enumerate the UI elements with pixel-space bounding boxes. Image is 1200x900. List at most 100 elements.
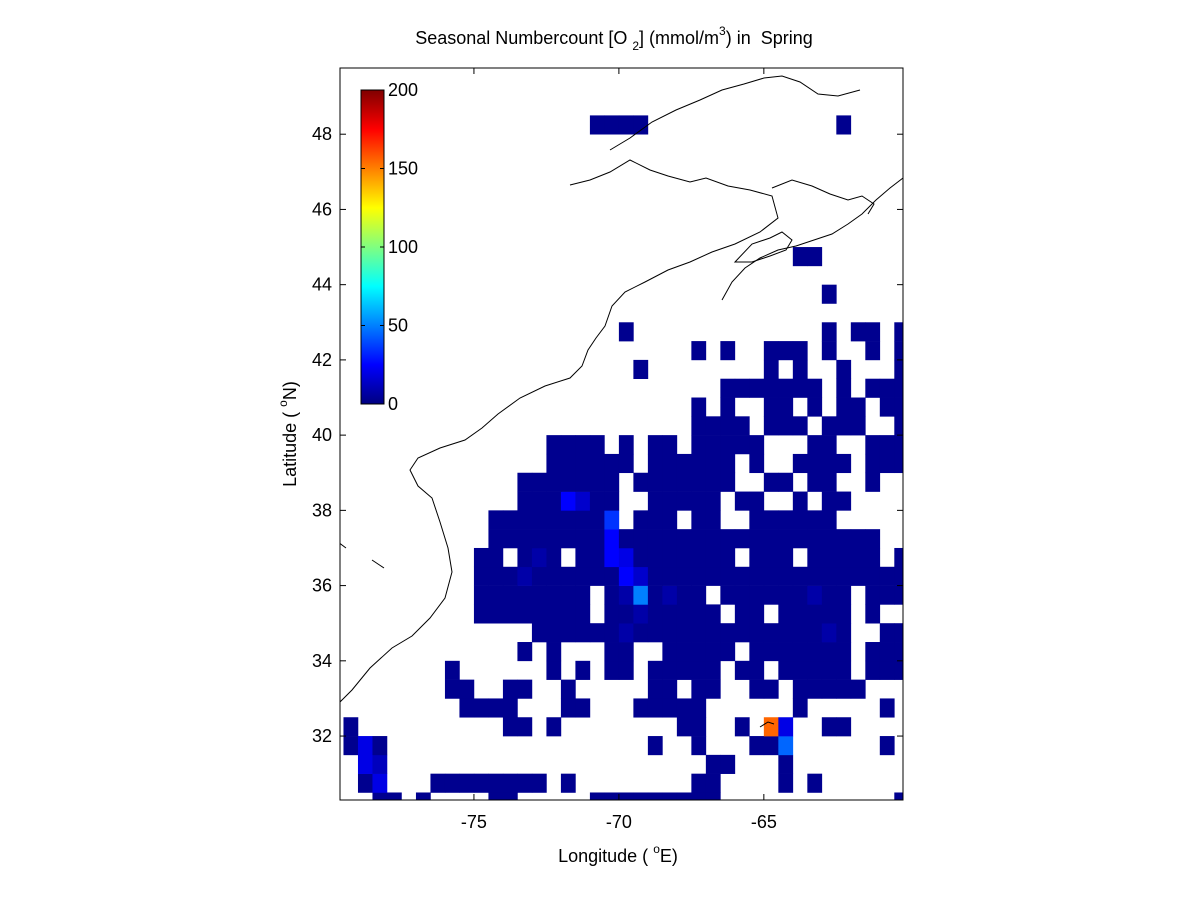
heatmap-cell xyxy=(502,717,518,737)
heatmap-cell xyxy=(749,660,765,680)
heatmap-cell xyxy=(473,698,489,718)
heatmap-cell xyxy=(807,378,823,398)
heatmap-cell xyxy=(705,660,721,680)
y-tick-label: 42 xyxy=(312,350,332,370)
heatmap-cell xyxy=(879,453,895,474)
heatmap-cell xyxy=(502,604,518,624)
heatmap-cell xyxy=(546,510,562,530)
heatmap-cell xyxy=(894,792,903,800)
heatmap-cell xyxy=(473,585,489,605)
heatmap-cell xyxy=(691,736,707,756)
heatmap-cell xyxy=(517,529,533,549)
heatmap-cell xyxy=(575,623,591,643)
heatmap-cell xyxy=(691,717,707,737)
heatmap-cell xyxy=(792,247,808,267)
heatmap-cell xyxy=(589,792,605,800)
heatmap-cell xyxy=(865,472,881,492)
heatmap-cell xyxy=(531,623,547,643)
heatmap-cell xyxy=(662,547,678,568)
heatmap-cell xyxy=(691,510,707,530)
heatmap-cell xyxy=(372,773,388,793)
heatmap-cell xyxy=(807,453,823,474)
heatmap-cell xyxy=(778,397,794,417)
heatmap-cell xyxy=(778,566,794,586)
heatmap-cell xyxy=(531,510,547,530)
heatmap-cell xyxy=(821,604,837,624)
heatmap-cell xyxy=(604,660,620,680)
heatmap-cell xyxy=(444,679,460,699)
heatmap-cell xyxy=(792,491,808,511)
heatmap-cell xyxy=(763,679,779,699)
heatmap-cell xyxy=(720,566,736,586)
heatmap-cell xyxy=(473,547,489,568)
heatmap-cell xyxy=(865,529,881,549)
heatmap-cell xyxy=(691,341,707,361)
heatmap-cell xyxy=(821,529,837,549)
heatmap-cell xyxy=(618,453,634,474)
heatmap-cell xyxy=(459,698,475,718)
heatmap-cell xyxy=(821,435,837,455)
heatmap-cell xyxy=(589,435,605,455)
heatmap-cell xyxy=(807,604,823,624)
heatmap-cell xyxy=(850,679,866,699)
heatmap-cell xyxy=(778,341,794,361)
heatmap-cell xyxy=(647,660,663,680)
heatmap-cell xyxy=(662,604,678,624)
heatmap-cell xyxy=(749,547,765,568)
heatmap-cell xyxy=(836,491,852,511)
heatmap-cell xyxy=(546,529,562,549)
heatmap-cell xyxy=(647,529,663,549)
heatmap-cell xyxy=(821,623,837,643)
x-axis-label: Longitude ( oE) xyxy=(558,842,678,866)
heatmap-cell xyxy=(792,529,808,549)
heatmap-cell xyxy=(604,491,620,511)
heatmap-cell xyxy=(691,773,707,793)
heatmap-cell xyxy=(604,623,620,643)
heatmap-cell xyxy=(850,416,866,436)
heatmap-cell xyxy=(720,623,736,643)
heatmap-cell xyxy=(633,792,649,800)
heatmap-cell xyxy=(749,453,765,474)
heatmap-cell xyxy=(821,510,837,530)
heatmap-cell xyxy=(807,472,823,492)
heatmap-cell xyxy=(546,623,562,643)
heatmap-cell xyxy=(589,510,605,530)
heatmap-cell xyxy=(792,453,808,474)
heatmap-cell xyxy=(618,604,634,624)
heatmap-cell xyxy=(618,585,634,605)
heatmap-cell xyxy=(705,623,721,643)
heatmap-cell xyxy=(676,717,692,737)
heatmap-cell xyxy=(633,472,649,492)
title-superscript: 3 xyxy=(719,24,726,38)
heatmap-cell xyxy=(894,623,903,643)
heatmap-cell xyxy=(720,435,736,455)
heatmap-cells xyxy=(343,115,903,800)
heatmap-cell xyxy=(357,754,373,774)
heatmap-cell xyxy=(865,378,881,398)
heatmap-cell xyxy=(575,585,591,605)
heatmap-cell xyxy=(662,529,678,549)
heatmap-cell xyxy=(836,416,852,436)
heatmap-cell xyxy=(502,679,518,699)
heatmap-cell xyxy=(720,529,736,549)
heatmap-cell xyxy=(894,566,903,586)
heatmap-cell xyxy=(778,510,794,530)
heatmap-cell xyxy=(372,736,388,756)
heatmap-cell xyxy=(647,453,663,474)
heatmap-cell xyxy=(531,547,547,568)
heatmap-cell xyxy=(821,642,837,662)
heatmap-cell xyxy=(546,585,562,605)
heatmap-cell xyxy=(604,115,620,135)
heatmap-cell xyxy=(575,547,591,568)
heatmap-cell xyxy=(647,679,663,699)
heatmap-cell xyxy=(705,435,721,455)
heatmap-cell xyxy=(662,623,678,643)
heatmap-cell xyxy=(647,792,663,800)
heatmap-cell xyxy=(792,698,808,718)
heatmap-cell xyxy=(865,585,881,605)
heatmap-cell xyxy=(662,679,678,699)
heatmap-cell xyxy=(676,547,692,568)
heatmap-cell xyxy=(865,453,881,474)
heatmap-cell xyxy=(589,491,605,511)
heatmap-cell xyxy=(705,773,721,793)
